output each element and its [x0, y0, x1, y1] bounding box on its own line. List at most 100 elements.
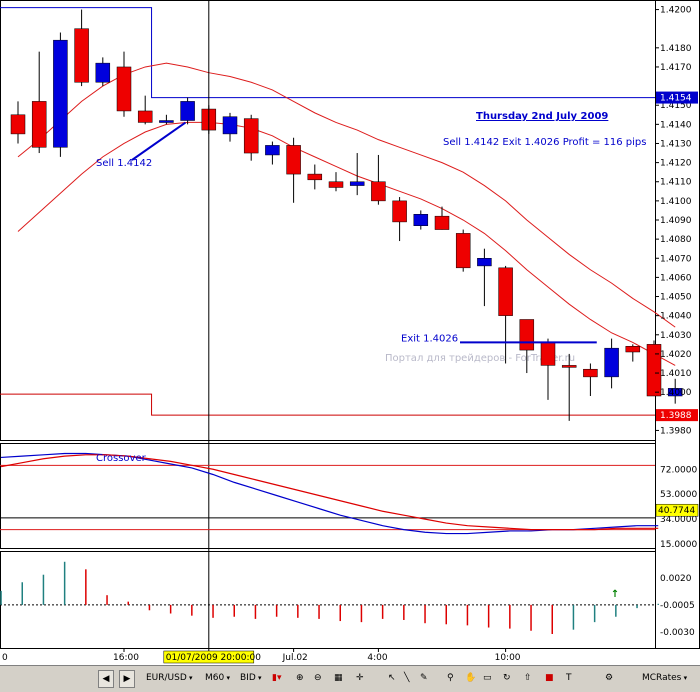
crosshair-icon[interactable]: ✛ — [356, 673, 364, 683]
bottom-toolbar: ◀ ▶ EUR/USD M60 BID ▮▾ ⊕ ⊖ ▦ ✛ ↖ ╲ ✎ ⚲ ✋… — [0, 665, 700, 692]
price-tick-label: 1.4150 — [660, 101, 692, 111]
watermark: Портал для трейдеров - ForTrader.ru — [385, 353, 575, 364]
candle-body — [95, 62, 111, 83]
indicators-button[interactable]: MCRates ▾ — [642, 670, 687, 686]
range-box-lower — [0, 393, 655, 416]
scroll-right-button[interactable]: ▶ — [119, 670, 135, 688]
candle-body — [74, 28, 89, 83]
candle-body — [31, 101, 47, 148]
price-type-select[interactable]: BID — [240, 670, 262, 686]
candle-body — [498, 267, 513, 316]
time-tick-label: 10:00 — [495, 653, 521, 663]
timeframe-select[interactable]: M60 — [205, 670, 230, 686]
zoom-out-icon[interactable]: ⊖ — [314, 673, 322, 683]
price-tick-label: 1.4140 — [660, 120, 692, 130]
candle-body — [392, 200, 407, 223]
price-tick-label: 1.4180 — [660, 44, 692, 54]
candle-body — [307, 173, 323, 181]
symbol-select[interactable]: EUR/USD — [146, 670, 193, 686]
price-tick-label: 1.3980 — [660, 426, 692, 436]
candle-body — [137, 110, 153, 123]
chart-title: Thursday 2nd July 2009 — [476, 111, 608, 122]
range-box-upper — [0, 7, 655, 99]
crossover-slow-line — [0, 454, 659, 531]
buy-signal-arrow-icon: ↑ — [611, 589, 619, 600]
candle-body — [328, 181, 344, 188]
price-tick-label: 1.4080 — [660, 235, 692, 245]
period-icon[interactable]: ▭ — [483, 673, 492, 683]
arrow-tool-icon[interactable]: ⇧ — [524, 673, 532, 683]
price-tick-label: 1.4070 — [660, 254, 692, 264]
time-axis — [0, 648, 700, 665]
indicators-label: MCRates — [642, 673, 682, 683]
candle-body — [413, 214, 429, 226]
candle-body — [455, 233, 471, 269]
crossover-tick-label: 15.0000 — [660, 540, 697, 550]
candle-body — [667, 388, 683, 397]
crossover-current-value: 40.7744 — [658, 506, 695, 516]
color-icon[interactable]: ■ — [545, 673, 554, 683]
channel-high-value: 1.4154 — [660, 94, 692, 104]
cursor-icon[interactable]: ↖ — [388, 673, 396, 683]
channel-low-value: 1.3988 — [660, 411, 692, 421]
price-tick-label: 1.4100 — [660, 197, 692, 207]
price-tick-label: 1.4200 — [660, 6, 692, 16]
candle-body — [286, 145, 301, 175]
candle-body — [349, 181, 365, 186]
candle-body — [646, 344, 662, 397]
crossover-value-flag — [655, 503, 699, 517]
time-tick-label: 4:00 — [367, 653, 387, 663]
histogram-pane — [0, 551, 656, 649]
price-tick-label: 1.4030 — [660, 331, 692, 341]
candle-body — [243, 118, 259, 154]
crossover-label: Crossover — [96, 453, 147, 464]
candle-body — [10, 114, 26, 135]
histogram-tick-label: -0.0005 — [660, 601, 695, 611]
magnify-icon[interactable]: ⚲ — [447, 673, 454, 683]
crossover-tick-label: 72.0000 — [660, 465, 697, 475]
line-tool-icon[interactable]: ╲ — [404, 673, 410, 683]
scroll-left-button[interactable]: ◀ — [98, 670, 114, 688]
candle-body — [583, 368, 598, 378]
price-tick-label: 1.4170 — [660, 63, 692, 73]
grid-icon[interactable]: ▦ — [334, 673, 343, 683]
candle-body — [434, 215, 450, 230]
chevron-down-icon: ▾ — [681, 674, 688, 682]
histogram-tick-label: 0.0020 — [660, 574, 692, 584]
crossover-tick-label: 53.0000 — [660, 490, 697, 500]
time-tick-label: 0 — [2, 653, 8, 663]
cursor-time-flag — [163, 650, 255, 664]
time-tick-label: Jul.02 — [282, 653, 308, 663]
price-tick-label: 1.4060 — [660, 273, 692, 283]
candle-body — [561, 365, 577, 368]
refresh-icon[interactable]: ↻ — [503, 673, 511, 683]
crossover-pane — [0, 443, 656, 549]
candle-body — [625, 346, 641, 353]
text-tool-icon[interactable]: T — [566, 673, 572, 683]
price-tick-label: 1.4130 — [660, 139, 692, 149]
chart-canvas[interactable]: Портал для трейдеров - ForTrader.ru Sell … — [0, 0, 700, 665]
price-tick-label: 1.4090 — [660, 216, 692, 226]
price-tick-label: 1.4040 — [660, 312, 692, 322]
candle-body — [159, 120, 174, 123]
price-tick-label: 1.4110 — [660, 178, 692, 188]
envelope-lower-line — [17, 121, 676, 366]
time-tick-label: 16:00 — [113, 653, 139, 663]
draw-tool-icon[interactable]: ✎ — [420, 673, 428, 683]
price-tick-label: 1.4050 — [660, 293, 692, 303]
exit-label: Exit 1.4026 — [401, 333, 458, 344]
hand-tool-icon[interactable]: ✋ — [465, 673, 477, 683]
candle-body — [477, 258, 492, 267]
candle-body — [116, 66, 132, 112]
channel-low-flag — [656, 409, 698, 422]
candle-body — [371, 181, 386, 202]
candle-type-icon[interactable]: ▮▾ — [272, 673, 282, 683]
crossover-tick-label: 34.0000 — [660, 515, 697, 525]
settings-icon[interactable]: ⚙ — [605, 673, 614, 683]
candle-body — [265, 145, 280, 156]
sell-label: Sell 1.4142 — [96, 158, 152, 169]
zoom-in-icon[interactable]: ⊕ — [296, 673, 304, 683]
candle-body — [519, 319, 535, 351]
histogram-tick-label: -0.0030 — [660, 628, 695, 638]
candle-body — [222, 116, 238, 135]
